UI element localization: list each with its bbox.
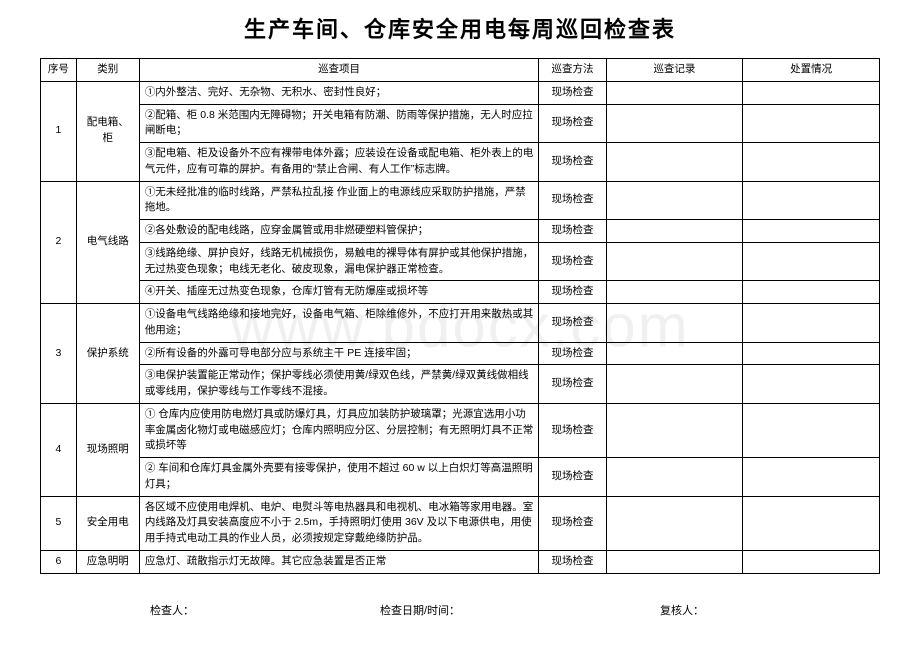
- header-no: 序号: [41, 59, 77, 82]
- cell-item: ③配电箱、柜及设备外不应有裸带电体外露；应装设在设备或配电箱、柜外表上的电气元件…: [139, 143, 539, 182]
- footer-date: 检查日期/时间：: [380, 602, 660, 618]
- cell-no: 3: [41, 304, 77, 404]
- footer-reviewer: 复核人：: [660, 602, 704, 618]
- cell-no: 4: [41, 403, 77, 496]
- cell-item: 应急灯、疏散指示灯无故障。其它应急装置是否正常: [139, 550, 539, 573]
- cell-item: ①设备电气线路绝缘和接地完好，设备电气箱、柜除维修外，不应打开用来散热或其他用途…: [139, 304, 539, 343]
- cell-no: 6: [41, 550, 77, 573]
- cell-method: 现场检查: [539, 496, 606, 550]
- cell-record: [606, 181, 743, 220]
- cell-method: 现场检查: [539, 104, 606, 143]
- table-row: 6应急明明应急灯、疏散指示灯无故障。其它应急装置是否正常现场检查: [41, 550, 880, 573]
- cell-record: [606, 403, 743, 457]
- cell-method: 现场检查: [539, 550, 606, 573]
- cell-category: 电气线路: [76, 181, 139, 304]
- cell-method: 现场检查: [539, 342, 606, 365]
- cell-item: ①无未经批准的临时线路，严禁私拉乱接 作业面上的电源线应采取防护措施，严禁拖地。: [139, 181, 539, 220]
- cell-method: 现场检查: [539, 403, 606, 457]
- cell-method: 现场检查: [539, 143, 606, 182]
- cell-record: [606, 550, 743, 573]
- table-row: ③配电箱、柜及设备外不应有裸带电体外露；应装设在设备或配电箱、柜外表上的电气元件…: [41, 143, 880, 182]
- table-row: ② 车间和仓库灯具金属外壳要有接零保护，使用不超过 60 w 以上白炽灯等高温照…: [41, 458, 880, 497]
- table-row: 4现场照明① 仓库内应使用防电燃灯具或防爆灯具，灯具应加装防护玻璃罩；光源宜选用…: [41, 403, 880, 457]
- cell-record: [606, 81, 743, 104]
- cell-item: 各区域不应使用电焊机、电炉、电熨斗等电热器具和电视机、电冰箱等家用电器。室内线路…: [139, 496, 539, 550]
- cell-method: 现场检查: [539, 281, 606, 304]
- cell-item: ③线路绝缘、屏护良好，线路无机械损伤，易触电的裸导体有屏护或其他保护措施，无过热…: [139, 242, 539, 281]
- page-title: 生产车间、仓库安全用电每周巡回检查表: [40, 12, 880, 44]
- cell-record: [606, 342, 743, 365]
- cell-category: 配电箱、柜: [76, 81, 139, 181]
- table-row: 3保护系统①设备电气线路绝缘和接地完好，设备电气箱、柜除维修外，不应打开用来散热…: [41, 304, 880, 343]
- cell-action: [743, 220, 880, 243]
- cell-method: 现场检查: [539, 220, 606, 243]
- table-header-row: 序号 类别 巡查项目 巡查方法 巡查记录 处置情况: [41, 59, 880, 82]
- cell-record: [606, 365, 743, 404]
- cell-action: [743, 403, 880, 457]
- cell-method: 现场检查: [539, 458, 606, 497]
- table-row: ②所有设备的外露可导电部分应与系统主干 PE 连接牢固；现场检查: [41, 342, 880, 365]
- cell-no: 2: [41, 181, 77, 304]
- cell-method: 现场检查: [539, 304, 606, 343]
- cell-no: 1: [41, 81, 77, 181]
- table-row: ④开关、插座无过热变色现象，仓库灯管有无防爆座或损坏等现场检查: [41, 281, 880, 304]
- cell-no: 5: [41, 496, 77, 550]
- cell-action: [743, 342, 880, 365]
- cell-item: ②所有设备的外露可导电部分应与系统主干 PE 连接牢固；: [139, 342, 539, 365]
- table-row: 2电气线路①无未经批准的临时线路，严禁私拉乱接 作业面上的电源线应采取防护措施，…: [41, 181, 880, 220]
- footer-inspector: 检查人：: [150, 602, 380, 618]
- cell-record: [606, 496, 743, 550]
- cell-action: [743, 496, 880, 550]
- cell-action: [743, 143, 880, 182]
- cell-item: ②各处敷设的配电线路，应穿金属管或用非燃硬塑料管保护；: [139, 220, 539, 243]
- cell-item: ④开关、插座无过热变色现象，仓库灯管有无防爆座或损坏等: [139, 281, 539, 304]
- cell-action: [743, 550, 880, 573]
- cell-item: ①内外整洁、完好、无杂物、无积水、密封性良好；: [139, 81, 539, 104]
- cell-method: 现场检查: [539, 365, 606, 404]
- cell-category: 安全用电: [76, 496, 139, 550]
- cell-record: [606, 304, 743, 343]
- cell-action: [743, 181, 880, 220]
- cell-item: ③电保护装置能正常动作；保护零线必须使用黄/绿双色线，严禁黄/绿双黄线做相线或零…: [139, 365, 539, 404]
- cell-action: [743, 81, 880, 104]
- header-method: 巡查方法: [539, 59, 606, 82]
- cell-action: [743, 365, 880, 404]
- header-action: 处置情况: [743, 59, 880, 82]
- cell-record: [606, 220, 743, 243]
- cell-item: ② 车间和仓库灯具金属外壳要有接零保护，使用不超过 60 w 以上白炽灯等高温照…: [139, 458, 539, 497]
- cell-item: ②配箱、柜 0.8 米范围内无障碍物；开关电箱有防潮、防雨等保护措施，无人时应拉…: [139, 104, 539, 143]
- cell-record: [606, 242, 743, 281]
- cell-action: [743, 458, 880, 497]
- cell-action: [743, 281, 880, 304]
- header-item: 巡查项目: [139, 59, 539, 82]
- table-row: 5安全用电各区域不应使用电焊机、电炉、电熨斗等电热器具和电视机、电冰箱等家用电器…: [41, 496, 880, 550]
- header-category: 类别: [76, 59, 139, 82]
- table-row: ③线路绝缘、屏护良好，线路无机械损伤，易触电的裸导体有屏护或其他保护措施，无过热…: [41, 242, 880, 281]
- cell-action: [743, 304, 880, 343]
- table-row: 1配电箱、柜①内外整洁、完好、无杂物、无积水、密封性良好；现场检查: [41, 81, 880, 104]
- cell-category: 现场照明: [76, 403, 139, 496]
- table-row: ②配箱、柜 0.8 米范围内无障碍物；开关电箱有防潮、防雨等保护措施，无人时应拉…: [41, 104, 880, 143]
- inspection-table: 序号 类别 巡查项目 巡查方法 巡查记录 处置情况 1配电箱、柜①内外整洁、完好…: [40, 58, 880, 574]
- cell-record: [606, 281, 743, 304]
- cell-category: 保护系统: [76, 304, 139, 404]
- footer: 检查人： 检查日期/时间： 复核人：: [40, 602, 880, 618]
- cell-record: [606, 143, 743, 182]
- cell-action: [743, 104, 880, 143]
- table-row: ③电保护装置能正常动作；保护零线必须使用黄/绿双色线，严禁黄/绿双黄线做相线或零…: [41, 365, 880, 404]
- cell-action: [743, 242, 880, 281]
- cell-item: ① 仓库内应使用防电燃灯具或防爆灯具，灯具应加装防护玻璃罩；光源宜选用小功率金属…: [139, 403, 539, 457]
- cell-record: [606, 104, 743, 143]
- cell-method: 现场检查: [539, 81, 606, 104]
- header-record: 巡查记录: [606, 59, 743, 82]
- cell-method: 现场检查: [539, 181, 606, 220]
- cell-method: 现场检查: [539, 242, 606, 281]
- table-row: ②各处敷设的配电线路，应穿金属管或用非燃硬塑料管保护；现场检查: [41, 220, 880, 243]
- cell-record: [606, 458, 743, 497]
- cell-category: 应急明明: [76, 550, 139, 573]
